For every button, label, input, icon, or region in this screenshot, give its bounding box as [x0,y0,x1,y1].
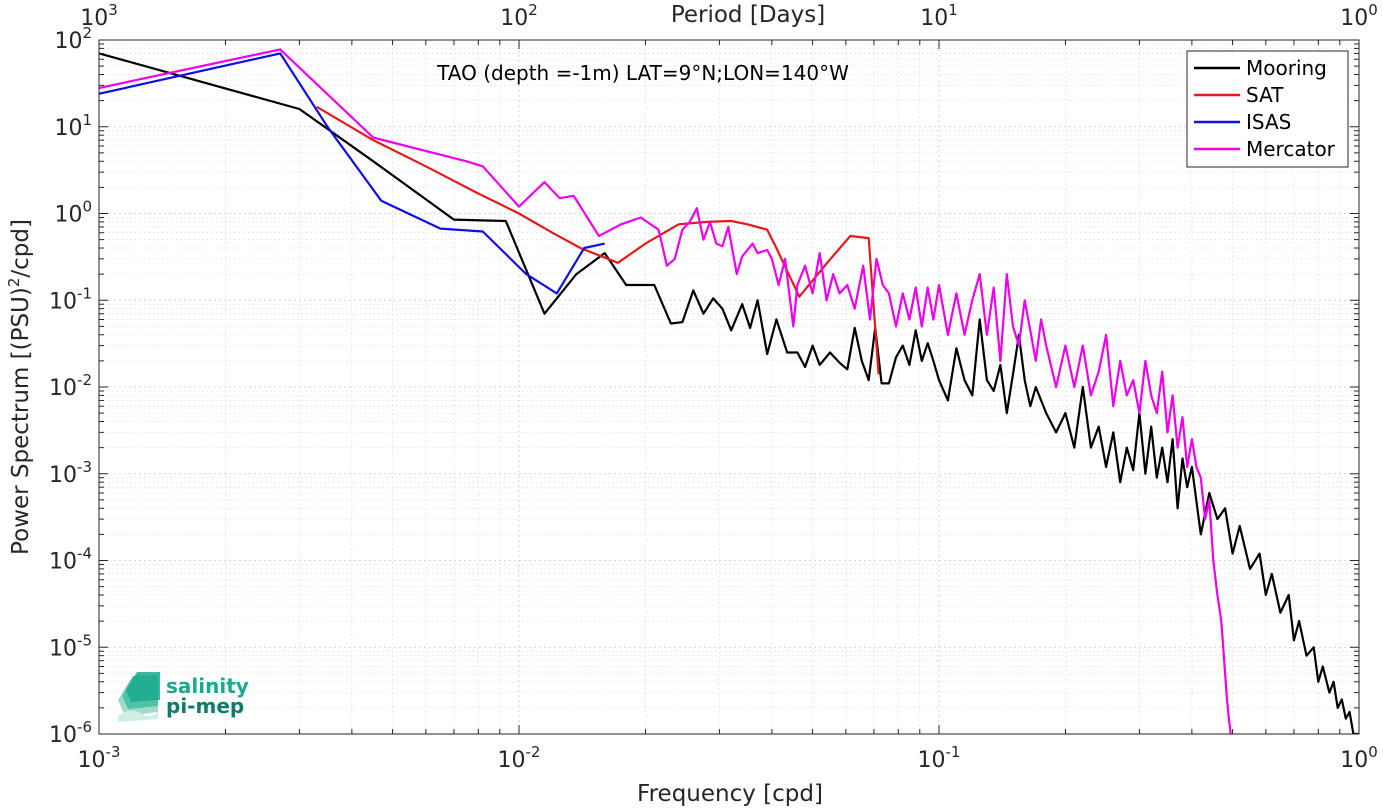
legend-label-sat: SAT [1246,83,1284,107]
salinity-pimep-logo: salinity pi-mep [118,672,249,722]
y-axis-title: Power Spectrum [(PSU)2/cpd] [5,219,34,555]
chart-annotation: TAO (depth =-1m) LAT=9°N;LON=140°W [436,61,849,85]
y-tick-label: 10-5 [49,631,92,661]
y-tick-label: 101 [54,111,92,141]
series-line-isas [99,52,605,295]
top-axis-title: Period [Days] [671,2,825,28]
series-line-mooring [99,52,1359,734]
y-tick-label: 102 [54,24,92,54]
top-tick-label: 102 [500,1,538,31]
x-tick-label: 10-2 [498,743,541,773]
x-tick-label: 100 [1340,743,1378,773]
x-axis-title: Frequency [cpd] [637,781,823,807]
legend-label-isas: ISAS [1246,110,1291,134]
legend-label-mooring: Mooring [1246,56,1327,80]
legend: Mooring SAT ISAS Mercator [1186,50,1349,168]
plot-area [99,48,1359,734]
axis-ticks [98,39,1360,735]
minor-grid [99,40,1359,734]
series-line-sat [316,105,880,375]
y-tick-label: 10-2 [49,371,92,401]
series-line-mercator [99,48,1232,734]
logo-text-line2: pi-mep [166,694,244,718]
legend-box [1186,50,1349,168]
y-tick-label: 10-4 [49,545,92,575]
logo-mark-icon [118,672,160,722]
top-tick-label: 101 [920,1,958,31]
top-tick-label: 100 [1340,1,1378,31]
y-tick-label: 10-3 [49,458,92,488]
x-tick-label: 10-1 [918,743,961,773]
logo-text-line1: salinity [166,674,249,698]
y-tick-label: 10-1 [49,284,92,314]
y-tick-label: 10-6 [49,718,92,748]
x-tick-label: 10-3 [78,743,121,773]
top-tick-label: 103 [80,1,118,31]
y-tick-label: 100 [54,198,92,228]
series-lines [99,48,1359,734]
legend-label-mercator: Mercator [1246,137,1336,161]
